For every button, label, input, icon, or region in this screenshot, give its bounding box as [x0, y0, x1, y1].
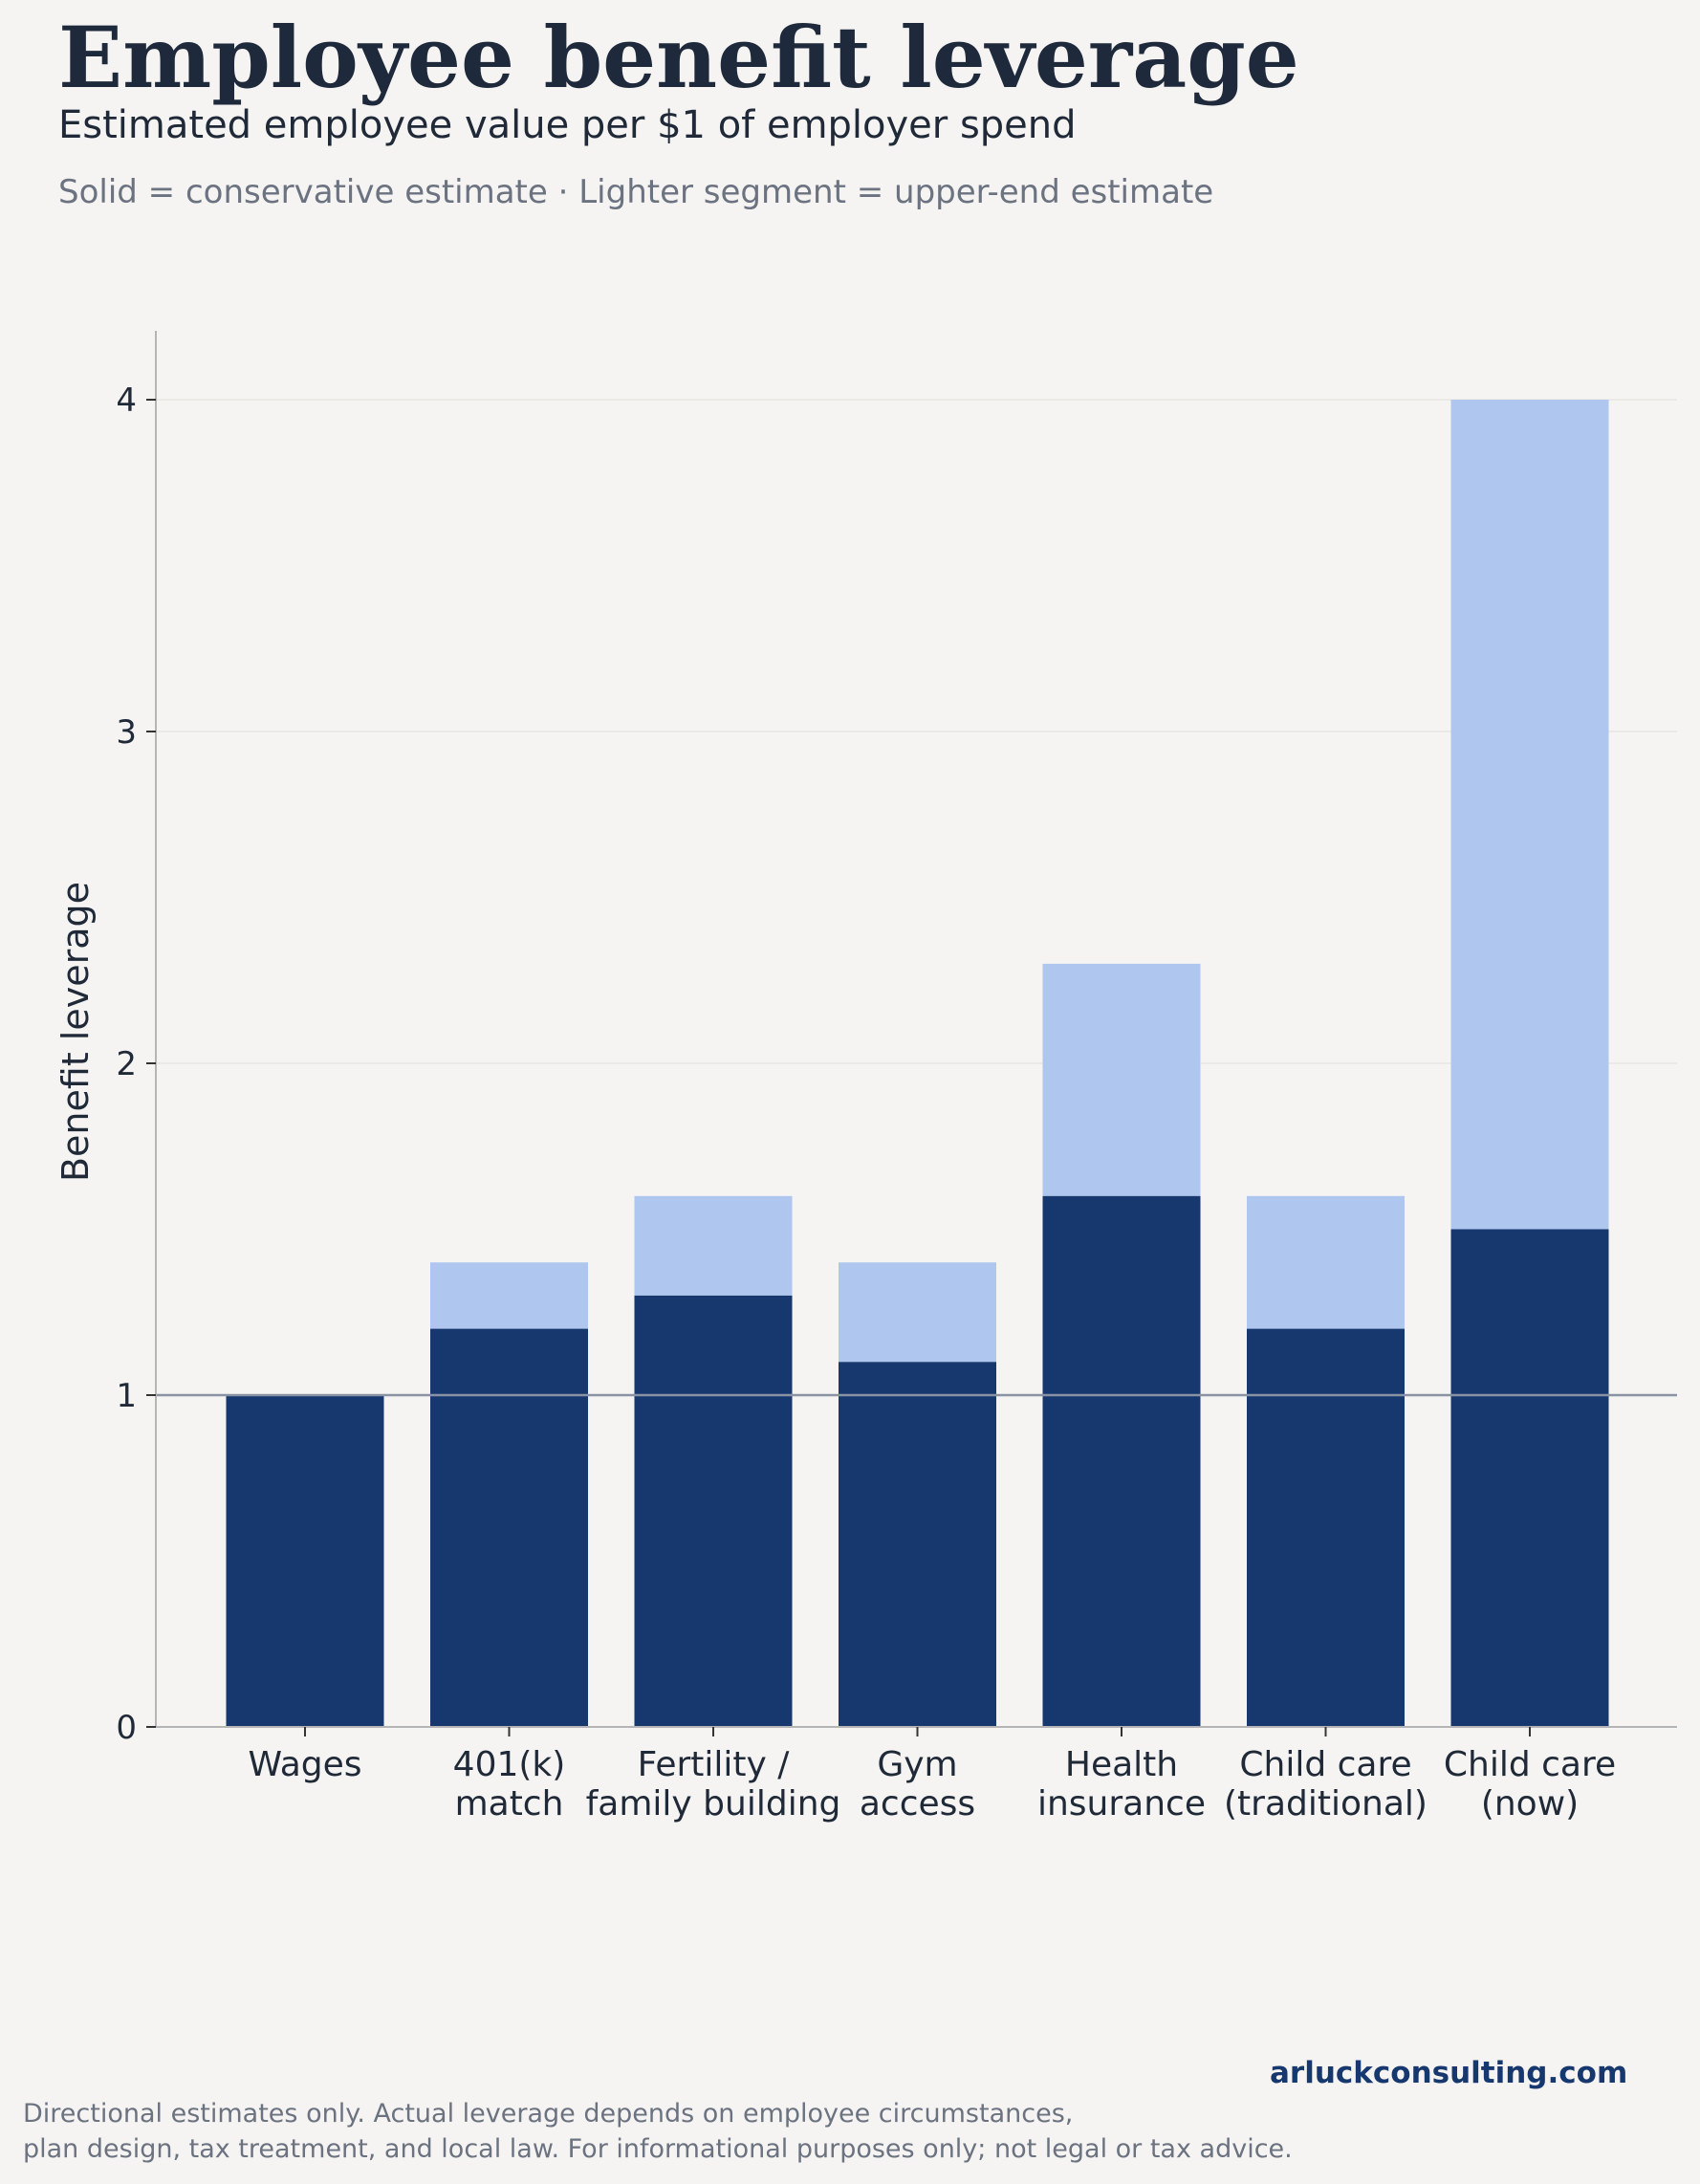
x-tick-label: (now) [1481, 1784, 1579, 1824]
bar-conservative-5 [1247, 1328, 1405, 1727]
x-tick-label: access [860, 1784, 975, 1824]
bar-upper-2 [634, 1195, 793, 1296]
bar-upper-1 [430, 1262, 588, 1329]
x-tick-label: Fertility / [638, 1745, 791, 1784]
y-tick-label: 1 [116, 1377, 137, 1415]
bar-chart: 0 1 2 3 4 Wages 401(k)match Fertility /family b… [54, 331, 1677, 1824]
x-tick-label: match [455, 1784, 564, 1824]
bar-conservative-0 [226, 1395, 384, 1727]
y-tick-label: 4 [116, 382, 137, 420]
bar-upper-4 [1042, 963, 1201, 1196]
bar-upper-3 [839, 1262, 996, 1363]
disclaimer-line: plan design, tax treatment, and local la… [23, 2134, 1293, 2164]
bar-conservative-4 [1042, 1195, 1201, 1727]
chart-subtitle: Estimated employee value per $1 of emplo… [58, 103, 1077, 147]
disclaimer-line: Directional estimates only. Actual lever… [23, 2099, 1074, 2129]
y-tick-label: 2 [116, 1045, 137, 1083]
disclaimer: Directional estimates only. Actual lever… [23, 2096, 1293, 2167]
bar-conservative-6 [1450, 1229, 1609, 1727]
x-tick-label: Child care [1444, 1745, 1616, 1784]
chart-title: Employee benefit leverage [58, 8, 1299, 107]
x-tick-label: (traditional) [1224, 1784, 1428, 1824]
x-tick-label: insurance [1037, 1784, 1206, 1824]
chart-legend-note: Solid = conservative estimate · Lighter … [58, 173, 1214, 211]
x-tick-label: Child care [1239, 1745, 1411, 1784]
x-tick-label: Wages [248, 1745, 361, 1784]
y-tick-label: 0 [116, 1709, 137, 1747]
brand-url: arluckconsulting.com [1270, 2056, 1628, 2090]
x-tick-label: family building [586, 1784, 841, 1824]
x-tick-label: Health [1065, 1745, 1178, 1784]
x-tick-label: Gym [877, 1745, 957, 1784]
bar-upper-6 [1450, 400, 1609, 1230]
bar-conservative-1 [430, 1328, 588, 1727]
x-tick-label: 401(k) [453, 1745, 566, 1784]
bar-conservative-2 [634, 1295, 793, 1727]
y-tick-label: 3 [116, 713, 137, 752]
bar-upper-5 [1247, 1195, 1405, 1329]
bar-conservative-3 [839, 1362, 996, 1727]
y-axis-label: Benefit leverage [54, 882, 97, 1182]
